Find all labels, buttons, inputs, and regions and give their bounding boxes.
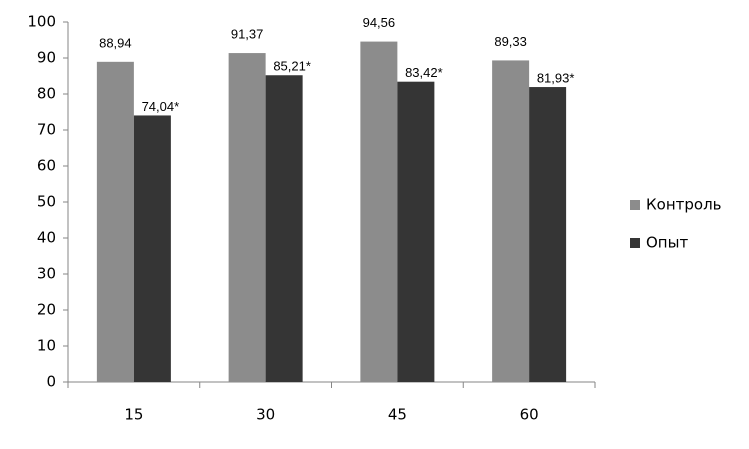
y-tick-label: 100 [27,13,56,31]
bar [360,41,398,383]
value-label: 88,94 [99,35,132,50]
legend-swatch [630,238,640,248]
bar [492,60,530,383]
legend-swatch [630,200,640,210]
bar [529,87,567,382]
bar [265,75,303,382]
y-tick-label: 40 [37,229,56,247]
value-label: 81,93* [537,70,575,85]
x-tick-label: 45 [388,406,407,424]
bar [228,53,266,383]
y-tick-label: 50 [37,193,56,211]
y-tick-label: 80 [37,85,56,103]
y-tick-label: 20 [37,301,56,319]
x-tick-label: 60 [520,406,539,424]
value-label: 83,42* [405,65,443,80]
bar [397,81,435,383]
x-tick-label: 15 [124,406,143,424]
value-label: 85,21* [273,59,311,74]
bar [133,115,171,383]
y-tick-label: 90 [37,49,56,67]
value-label: 89,33 [494,34,527,49]
y-tick-label: 60 [37,157,56,175]
y-tick-label: 70 [37,121,56,139]
y-tick-label: 30 [37,265,56,283]
value-label: 74,04* [142,99,180,114]
legend-label: Опыт [646,234,688,252]
x-tick-label: 30 [256,406,275,424]
legend-label: Контроль [646,196,722,214]
value-label: 91,37 [231,27,264,42]
bar [96,61,134,382]
value-label: 94,56 [363,15,396,30]
y-tick-label: 10 [37,337,56,355]
y-tick-label: 0 [46,373,56,391]
